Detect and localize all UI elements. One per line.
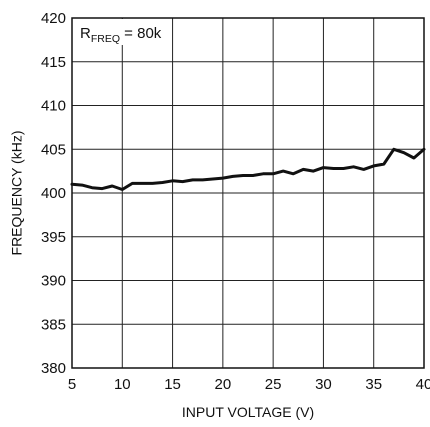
y-tick-label: 400 [41, 185, 66, 202]
y-tick-label: 395 [41, 229, 66, 246]
x-tick-label: 15 [164, 376, 181, 393]
grid [71, 17, 425, 369]
x-tick-label: 25 [265, 376, 282, 393]
x-tick-label: 5 [68, 376, 76, 393]
y-tick-label: 410 [41, 98, 66, 115]
y-tick-label: 380 [41, 360, 66, 377]
y-tick-label: 420 [41, 10, 66, 27]
annotation-main: R [80, 25, 91, 42]
y-tick-label: 390 [41, 273, 66, 290]
series-line [70, 147, 426, 191]
x-tick-label: 30 [315, 376, 332, 393]
y-tick-label: 415 [41, 54, 66, 71]
annotation-value: = 80k [120, 25, 162, 42]
y-tick-label: 405 [41, 141, 66, 158]
annotation-subscript: FREQ [91, 33, 120, 45]
x-tick-label: 40 [416, 376, 430, 393]
plot-frame [71, 17, 425, 369]
rfreq-annotation: RFREQ = 80k [80, 25, 162, 45]
tick-labels: 5 10 15 20 25 30 35 40 380 385 390 395 400 405 410 415 4… [41, 10, 430, 393]
x-axis-label: INPUT VOLTAGE (V) [182, 404, 314, 420]
y-tick-label: 385 [41, 316, 66, 333]
x-tick-label: 20 [215, 376, 232, 393]
x-tick-label: 35 [365, 376, 382, 393]
annotation-background [73, 19, 172, 45]
y-axis-label: FREQUENCY (kHz) [9, 131, 25, 256]
x-tick-label: 10 [114, 376, 131, 393]
